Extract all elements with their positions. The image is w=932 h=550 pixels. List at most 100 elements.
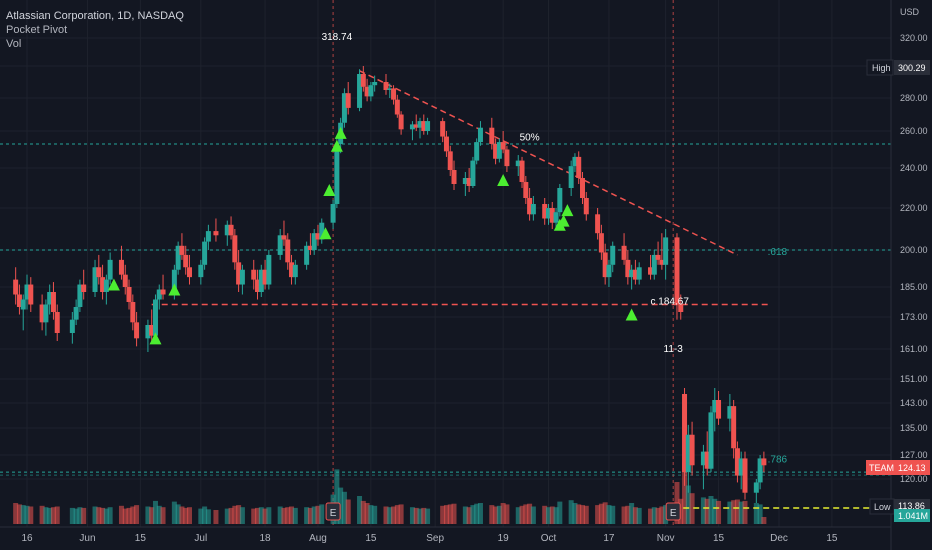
volume-bar <box>368 505 374 524</box>
candle-body <box>149 325 155 336</box>
candle-body <box>54 312 60 333</box>
volume-bar <box>761 517 767 524</box>
volume-bar <box>738 501 744 524</box>
y-tick-label: 135.00 <box>900 423 928 433</box>
volume-bar <box>16 504 22 524</box>
candle-body <box>557 188 563 213</box>
volume-bar <box>258 507 264 524</box>
volume-bar <box>81 507 87 524</box>
volume-bar <box>224 508 230 524</box>
candle-body <box>258 269 264 292</box>
candle-body <box>213 231 219 236</box>
high-label-text: High <box>872 63 891 73</box>
volume-bar <box>152 500 158 524</box>
candle-body <box>92 267 98 292</box>
indicator-pocket-pivot[interactable]: Pocket Pivot <box>6 24 68 36</box>
candle-body <box>134 322 140 339</box>
high-label-box <box>866 59 894 76</box>
volume-bar <box>289 506 295 524</box>
volume-bar <box>156 505 162 524</box>
candle-body <box>77 284 83 307</box>
volume-bar <box>727 501 733 524</box>
candle-body <box>394 99 400 115</box>
candle-body <box>549 208 555 223</box>
volume-bar <box>425 508 431 524</box>
x-tick-label: 15 <box>826 533 838 544</box>
volume-bar <box>20 505 26 524</box>
candle-body <box>228 224 234 236</box>
candle-body <box>255 279 261 292</box>
volume-bar <box>625 505 631 524</box>
volume-bar <box>440 505 446 524</box>
candle-body <box>738 458 744 476</box>
volume-bar <box>636 507 642 524</box>
candle-body <box>583 198 589 215</box>
high-price-box <box>894 60 930 75</box>
candle-body <box>674 237 680 305</box>
candle-body <box>425 121 431 131</box>
candle-body <box>232 235 238 263</box>
candle-body <box>357 74 363 108</box>
volume-bar <box>28 506 34 524</box>
y-tick-label: 143.00 <box>900 398 928 408</box>
candle-body <box>685 434 691 473</box>
volume-bar <box>716 500 722 524</box>
candle-body <box>372 82 378 86</box>
volume-bar <box>621 506 627 524</box>
candle-body <box>716 400 722 419</box>
pocket-pivot-marker <box>497 174 510 186</box>
candle-body <box>651 254 657 275</box>
candle-body <box>606 264 612 278</box>
candle-body <box>186 267 192 278</box>
y-tick-label: 161.00 <box>900 344 928 354</box>
candle-body <box>307 245 313 250</box>
candle-body <box>262 269 268 285</box>
volume-bar <box>77 507 83 524</box>
volume-bar <box>553 507 559 524</box>
candle-body <box>610 245 616 265</box>
y-tick-label: 220.00 <box>900 203 928 213</box>
volume-bar <box>576 504 582 524</box>
low-price-value: 113.86 <box>898 501 925 511</box>
volume-bar <box>685 485 691 524</box>
candle-body <box>689 434 695 466</box>
candle-body <box>504 149 510 167</box>
volume-bar <box>595 505 601 524</box>
volume-bar <box>338 487 344 524</box>
candle-body <box>179 245 185 255</box>
candle-body <box>572 156 578 167</box>
x-tick-label: 15 <box>365 533 377 544</box>
chart-annotation: .786 <box>768 455 788 466</box>
chart-annotation: 318.74 <box>322 32 353 43</box>
candle-body <box>304 245 310 265</box>
candle-body <box>205 231 211 242</box>
candle-body <box>319 222 325 240</box>
volume-bar <box>470 505 476 524</box>
candle-body <box>345 93 351 108</box>
volume-bar <box>462 506 468 524</box>
x-tick-label: 16 <box>21 533 33 544</box>
volume-bar <box>13 503 19 524</box>
candle-body <box>315 233 321 240</box>
volume-bar <box>107 507 113 524</box>
candle-body <box>100 277 106 292</box>
candle-body <box>629 269 635 278</box>
candle-body <box>122 274 128 287</box>
candle-body <box>20 299 26 310</box>
indicator-volume[interactable]: Vol <box>6 38 22 50</box>
candle-body <box>761 458 767 466</box>
candle-body <box>28 284 34 305</box>
volume-bar <box>383 506 389 524</box>
candle-body <box>277 235 283 255</box>
y-tick-label: 185.00 <box>900 282 928 292</box>
candle-body <box>682 394 688 473</box>
volume-bar <box>708 496 714 524</box>
volume-bar <box>474 503 480 524</box>
volume-bar <box>489 505 495 524</box>
volume-bar <box>149 507 155 524</box>
trend-line <box>359 70 738 256</box>
symbol-title[interactable]: Atlassian Corporation, 1D, NASDAQ <box>6 10 184 22</box>
candle-body <box>387 88 393 90</box>
y-tick-label: 320.00 <box>900 33 928 43</box>
